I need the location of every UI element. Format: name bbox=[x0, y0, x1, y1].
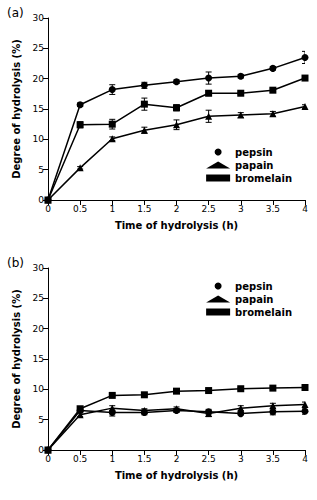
svg-text:1.5: 1.5 bbox=[137, 204, 151, 214]
svg-text:Time of hydrolysis (h): Time of hydrolysis (h) bbox=[115, 220, 238, 231]
svg-text:15: 15 bbox=[33, 354, 44, 364]
svg-text:Degree of hydrolysis (%): Degree of hydrolysis (%) bbox=[11, 289, 22, 428]
svg-text:1.5: 1.5 bbox=[137, 454, 151, 464]
svg-text:0: 0 bbox=[45, 204, 51, 214]
svg-text:20: 20 bbox=[33, 74, 45, 84]
svg-text:0.5: 0.5 bbox=[73, 204, 87, 214]
svg-text:2.5: 2.5 bbox=[201, 204, 215, 214]
svg-text:2: 2 bbox=[174, 204, 180, 214]
svg-text:0.5: 0.5 bbox=[73, 454, 87, 464]
svg-text:0: 0 bbox=[38, 195, 44, 205]
svg-text:3.5: 3.5 bbox=[266, 454, 280, 464]
svg-text:25: 25 bbox=[33, 293, 44, 303]
svg-text:3: 3 bbox=[238, 454, 244, 464]
svg-text:papain: papain bbox=[235, 294, 273, 305]
svg-text:1: 1 bbox=[109, 454, 115, 464]
svg-text:(a): (a) bbox=[7, 6, 24, 20]
svg-text:0: 0 bbox=[38, 445, 44, 455]
svg-text:3: 3 bbox=[238, 204, 244, 214]
svg-text:15: 15 bbox=[33, 104, 44, 114]
svg-text:25: 25 bbox=[33, 43, 44, 53]
svg-text:(b): (b) bbox=[7, 256, 24, 270]
svg-text:20: 20 bbox=[33, 324, 45, 334]
svg-text:pepsin: pepsin bbox=[235, 281, 273, 292]
svg-text:5: 5 bbox=[38, 415, 44, 425]
svg-text:0: 0 bbox=[45, 454, 51, 464]
svg-text:4: 4 bbox=[302, 454, 308, 464]
svg-text:30: 30 bbox=[33, 263, 45, 273]
svg-text:3.5: 3.5 bbox=[266, 204, 280, 214]
svg-text:4: 4 bbox=[302, 204, 308, 214]
svg-text:bromelain: bromelain bbox=[235, 307, 292, 318]
svg-text:Degree of hydrolysis (%): Degree of hydrolysis (%) bbox=[11, 39, 22, 178]
svg-text:10: 10 bbox=[33, 384, 45, 394]
svg-text:papain: papain bbox=[235, 160, 273, 171]
svg-text:30: 30 bbox=[33, 13, 45, 23]
svg-text:Time of hydrolysis (h): Time of hydrolysis (h) bbox=[115, 470, 238, 481]
svg-text:2: 2 bbox=[174, 454, 180, 464]
svg-text:pepsin: pepsin bbox=[235, 147, 273, 158]
svg-text:bromelain: bromelain bbox=[235, 173, 292, 184]
svg-text:10: 10 bbox=[33, 134, 45, 144]
svg-text:5: 5 bbox=[38, 165, 44, 175]
svg-text:1: 1 bbox=[109, 204, 115, 214]
svg-text:2.5: 2.5 bbox=[201, 454, 215, 464]
